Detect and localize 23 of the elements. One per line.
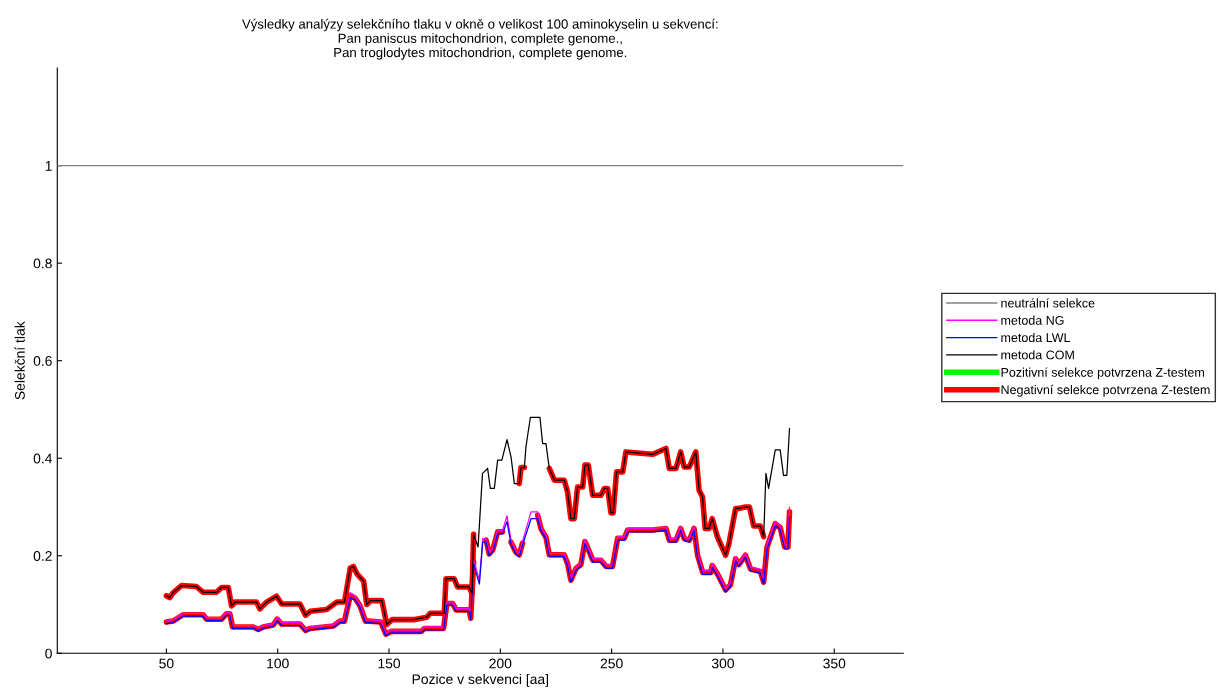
legend-label: metoda NG [1001,315,1064,325]
y-tick-label: 1 [45,161,52,171]
x-tick-label: 300 [711,658,734,669]
legend-label: neutrální selekce [1001,298,1095,308]
legend-label: metoda COM [1001,350,1074,360]
y-tick-label: 0.6 [33,356,52,366]
y-tick-label: 0 [45,648,52,659]
x-tick-label: 200 [489,658,512,669]
x-tick-label: 250 [600,658,623,669]
y-axis-title: Selekční tlak [14,321,25,400]
y-tick-label: 0.4 [33,453,53,464]
y-tick-label: 0.8 [33,258,52,269]
legend-label: metoda LWL [1001,332,1071,343]
line-series [165,416,791,626]
x-tick-label: 50 [159,658,174,669]
x-tick-label: 150 [378,658,401,669]
y-tick-label: 0.2 [33,551,52,561]
x-tick-label: 100 [267,658,289,669]
chart-title: Výsledky analýzy selekčního tlaku v okně o velikost 100 aminokyselin u sekvencí: Pan paniscus mitochondrion, complete genome., Pan troglodytes mitochondrion, complete genome. [242,18,718,60]
x-tick-label: 350 [823,658,846,669]
x-axis-title: Pozice v sekvenci [aa] [412,673,548,687]
legend-label: Negativní selekce potvrzena Z-testem [1001,384,1210,397]
legend-label: Pozitivní selekce potvrzena Z-testem [1001,367,1204,380]
